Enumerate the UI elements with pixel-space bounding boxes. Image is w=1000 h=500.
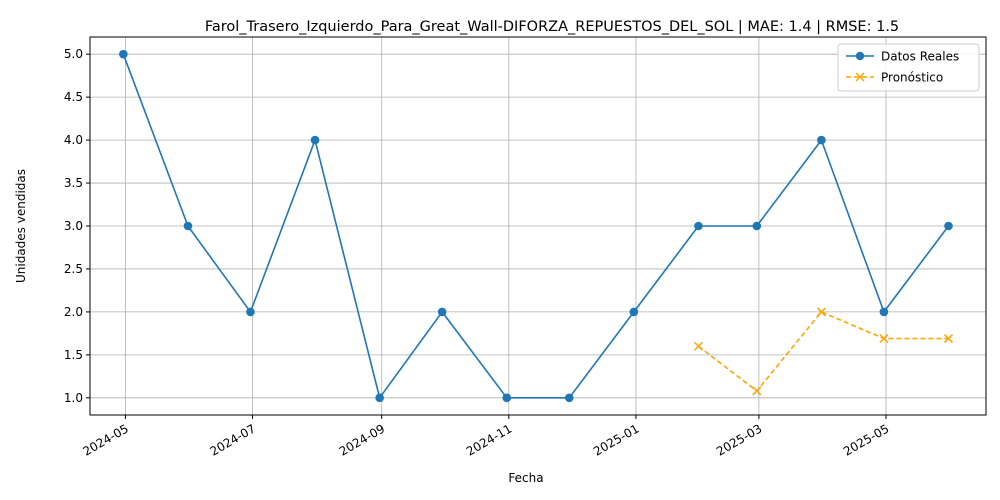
x-tick-label: 2025-01 (591, 421, 641, 458)
y-tick-label: 3.0 (64, 219, 83, 233)
x-tick-label: 2024-09 (337, 421, 387, 458)
y-tick-label: 2.5 (64, 262, 83, 276)
data-point-0-10 (752, 221, 762, 231)
data-point-0-6 (502, 393, 512, 403)
y-tick-label: 1.5 (64, 348, 83, 362)
data-point-0-13 (944, 221, 953, 231)
data-point-0-8 (629, 307, 639, 317)
data-point-0-7 (564, 393, 574, 403)
x-tick-label: 2025-05 (841, 421, 891, 458)
legend-marker-pronostico (855, 72, 865, 82)
legend-label-pronostico: Pronóstico (881, 71, 943, 85)
data-point-0-2 (246, 307, 255, 317)
data-point-0-3 (310, 135, 320, 145)
y-tick-label: 2.0 (64, 305, 83, 319)
y-axis-ticks: 1.0 1.5 2.0 2.5 3.0 3.5 4.0 4.5 5.0 (64, 47, 90, 405)
y-tick-label: 5.0 (64, 47, 83, 61)
series-line-0 (122, 53, 950, 399)
legend-label-datos-reales: Datos Reales (881, 50, 959, 64)
legend: Datos Reales Pronóstico (837, 43, 980, 92)
y-tick-label: 4.5 (64, 90, 83, 104)
data-point-1-2 (816, 307, 826, 317)
data-point-1-4 (943, 334, 954, 344)
data-point-1-0 (693, 341, 703, 351)
x-tick-label: 2024-07 (208, 421, 258, 458)
x-tick-label: 2024-11 (464, 421, 514, 458)
grid (90, 37, 986, 415)
x-axis-label: Fecha (508, 471, 543, 485)
data-point-0-4 (375, 393, 384, 403)
data-point-0-1 (183, 221, 193, 231)
data-point-0-5 (437, 307, 447, 317)
data-point-0-12 (879, 307, 889, 317)
data-point-0-0 (119, 49, 128, 59)
data-point-0-9 (694, 221, 703, 231)
data-point-1-1 (752, 386, 762, 396)
series-layer (119, 49, 954, 403)
y-axis-label: Unidades vendidas (14, 169, 28, 283)
y-tick-label: 3.5 (64, 176, 83, 190)
data-point-0-11 (817, 135, 826, 145)
x-tick-label: 2025-03 (714, 421, 764, 458)
y-tick-label: 1.0 (64, 391, 83, 405)
y-tick-label: 4.0 (64, 133, 83, 147)
legend-marker-datos-reales (855, 51, 865, 61)
plot-frame (89, 36, 987, 416)
series-line-1 (697, 311, 949, 392)
x-axis-ticks: 2024-05 2024-07 2024-09 2024-11 2025-01 2025-… (81, 415, 891, 459)
chart-title: Farol_Trasero_Izquierdo_Para_Great_Wall-… (205, 19, 899, 35)
x-tick-label: 2024-05 (81, 421, 131, 458)
data-point-1-3 (879, 334, 889, 344)
